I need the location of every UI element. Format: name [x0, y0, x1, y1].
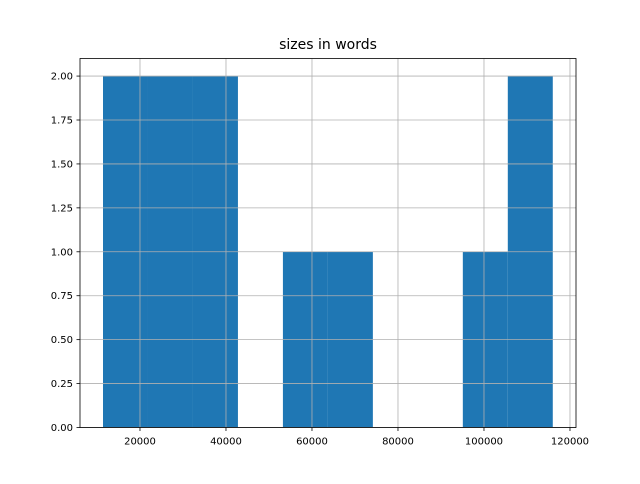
y-tick-label: 0.00 [51, 423, 73, 434]
x-tick-label: 100000 [465, 437, 503, 448]
axes-frame [79, 58, 577, 428]
y-tick-label: 0.50 [51, 335, 73, 346]
y-tick-label: 1.50 [51, 159, 73, 170]
chart-title: sizes in words [279, 37, 377, 53]
y-tick-label: 1.00 [51, 247, 73, 258]
x-tick-label: 40000 [210, 437, 242, 448]
y-tick-label: 2.00 [51, 72, 73, 83]
y-tick-label: 1.75 [51, 116, 73, 127]
x-tick-label: 120000 [551, 437, 589, 448]
y-tick-label: 0.25 [51, 379, 73, 390]
x-tick-label: 80000 [382, 437, 414, 448]
y-tick-label: 1.25 [51, 203, 73, 214]
y-tick-label: 0.75 [51, 291, 73, 302]
x-tick-label: 60000 [296, 437, 328, 448]
x-tick-label: 20000 [124, 437, 156, 448]
